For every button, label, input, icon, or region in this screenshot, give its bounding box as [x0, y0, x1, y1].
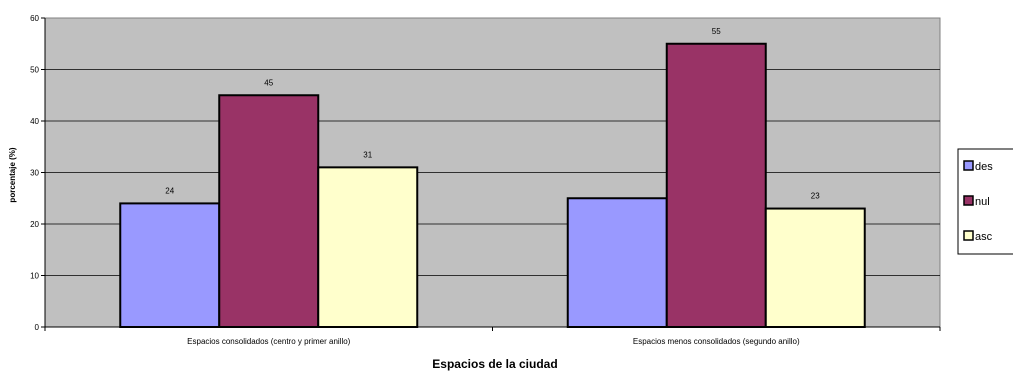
data-label: 45: [264, 78, 273, 87]
data-label: 31: [363, 150, 372, 159]
y-tick-label: 30: [30, 169, 39, 178]
y-tick-label: 60: [30, 14, 39, 23]
x-tick-label: Espacios menos consolidados (segundo ani…: [633, 337, 800, 346]
y-axis-label: porcentaje (%): [8, 147, 17, 202]
x-axis-label: Espacios de la ciudad: [432, 357, 557, 371]
data-label: 24: [165, 186, 174, 195]
y-tick-label: 50: [30, 66, 39, 75]
legend-swatch-des: [963, 160, 974, 171]
legend: des nul asc: [957, 148, 1013, 255]
legend-label: nul: [975, 196, 990, 208]
bar-asc: [764, 207, 866, 328]
y-axis: 0 10 20 30 40 50 60: [30, 14, 46, 332]
y-tick-label: 0: [35, 323, 40, 332]
bar-des: [566, 197, 668, 328]
data-label: 23: [811, 192, 820, 201]
legend-swatch-asc: [963, 230, 974, 241]
legend-label: asc: [975, 231, 993, 243]
y-tick-label: 40: [30, 117, 39, 126]
x-tick-label: Espacios consolidados (centro y primer a…: [187, 337, 351, 346]
legend-swatch-nul: [963, 195, 974, 206]
x-axis: Espacios consolidados (centro y primer a…: [44, 326, 941, 346]
y-tick-label: 10: [30, 272, 39, 281]
bar-nul: [665, 42, 767, 328]
bar-nul: [218, 94, 320, 328]
bar-asc: [317, 166, 419, 328]
legend-label: des: [975, 161, 993, 173]
bar-des: [119, 202, 221, 328]
data-label: 55: [712, 27, 721, 36]
y-tick-label: 20: [30, 220, 39, 229]
bar-marks: 24 45 55 31 23: [119, 27, 866, 328]
